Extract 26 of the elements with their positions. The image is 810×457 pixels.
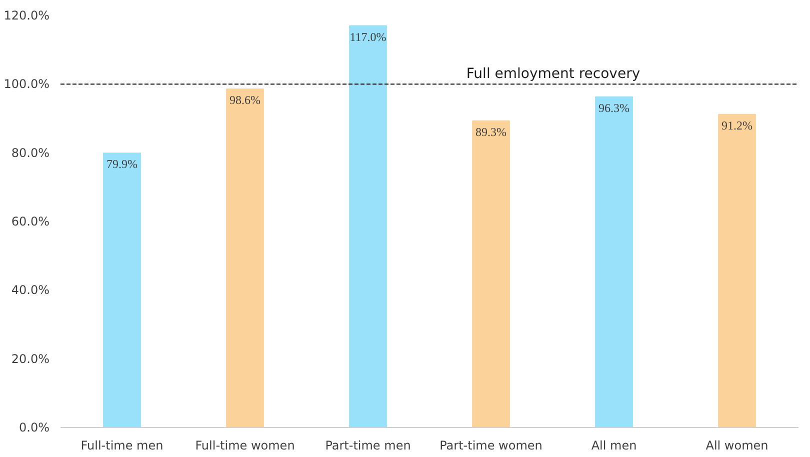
y-tick-label: 0.0% [19,420,50,434]
bar [472,120,510,428]
x-tick-label: All women [706,438,768,452]
bar [718,114,756,428]
ref-line-label: Full emloyment recovery [466,66,640,82]
x-tick-label: Full-time women [195,438,295,452]
y-tick-label: 80.0% [11,146,50,160]
bar [226,88,264,428]
bar [349,25,387,428]
y-tick-label: 100.0% [4,77,50,92]
y-tick-label: 40.0% [11,283,50,298]
data-label: 96.3% [598,100,630,115]
x-tick-label: Full-time men [80,438,164,452]
y-tick-label: 120.0% [4,8,50,22]
data-label: 98.6% [230,92,260,107]
y-tick-label: 60.0% [11,214,50,228]
y-tick-label: 20.0% [11,352,50,366]
x-tick-label: All men [591,438,637,452]
x-tick-label: Part-time women [440,438,542,452]
bar [595,96,633,428]
x-tick-label: Part-time men [325,438,411,452]
data-label: 117.0% [350,30,386,44]
bar [103,152,141,428]
data-label: 91.2% [722,118,752,132]
data-label: 89.3% [476,124,506,139]
data-label: 79.9% [106,157,138,172]
